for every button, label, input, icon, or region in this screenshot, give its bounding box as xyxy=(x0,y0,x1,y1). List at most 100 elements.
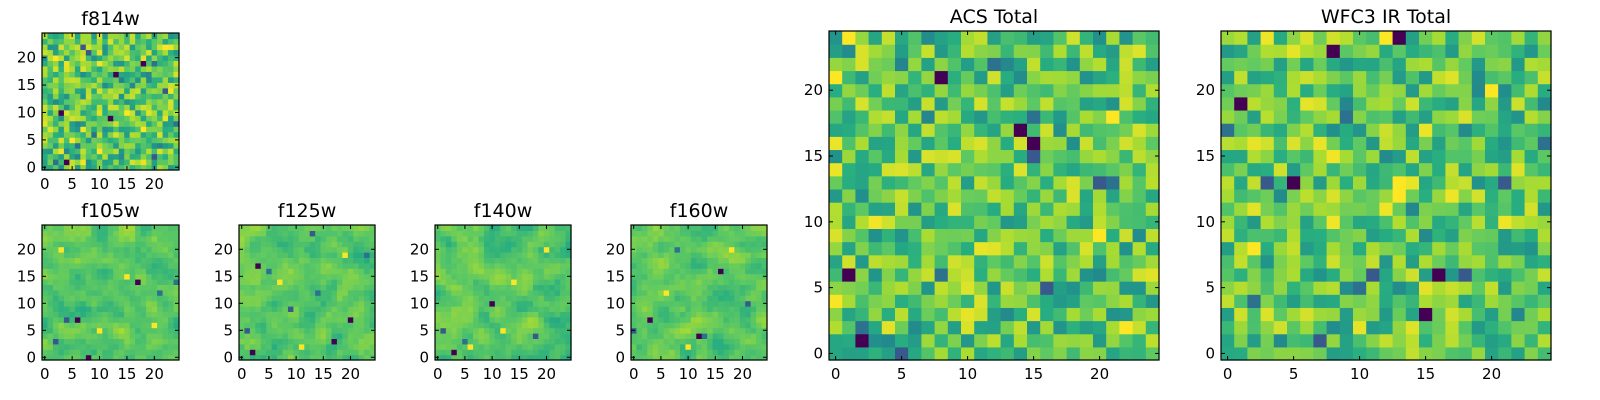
heatmap-cell xyxy=(1392,307,1407,322)
heatmap-cell xyxy=(1471,346,1486,361)
heatmap-cell xyxy=(756,241,763,248)
heatmap-cell xyxy=(723,246,730,253)
heatmap-cell xyxy=(696,252,703,258)
heatmap-cell xyxy=(1079,31,1094,45)
heatmap-cell xyxy=(96,338,103,345)
heatmap-cell xyxy=(249,349,256,356)
heatmap-cell xyxy=(1339,70,1354,85)
heatmap-cell xyxy=(489,343,496,350)
heatmap-cell xyxy=(168,349,175,356)
heatmap-cell xyxy=(1119,109,1134,124)
heatmap-cell xyxy=(74,354,81,361)
heatmap-cell xyxy=(881,254,896,269)
heatmap-cell xyxy=(690,257,697,264)
heatmap-cell xyxy=(1013,96,1028,111)
heatmap-cell xyxy=(1234,320,1248,335)
heatmap-cell xyxy=(1458,281,1473,295)
axes-frame xyxy=(828,30,1160,361)
heatmap-cell xyxy=(157,153,164,160)
heatmap-cell xyxy=(1300,202,1314,216)
heatmap-cell xyxy=(358,338,365,345)
heatmap-cell xyxy=(723,306,730,312)
heatmap-cell xyxy=(1379,44,1394,58)
heatmap-cell xyxy=(987,215,1002,229)
heatmap-cell xyxy=(135,65,142,72)
heatmap-cell xyxy=(293,268,300,275)
heatmap-cell xyxy=(113,257,120,264)
heatmap-cell xyxy=(266,289,273,296)
heatmap-cell xyxy=(135,93,142,100)
heatmap-cell xyxy=(881,83,896,98)
heatmap-cell xyxy=(1079,307,1094,322)
heatmap-cell xyxy=(881,267,896,282)
heatmap-cell xyxy=(516,322,523,329)
heatmap-cell xyxy=(489,338,496,345)
heatmap-cell xyxy=(1405,202,1420,216)
heatmap-cell xyxy=(631,333,638,339)
heatmap-cell xyxy=(260,306,267,312)
heatmap-cell xyxy=(69,120,76,127)
heatmap-cell xyxy=(674,284,681,291)
heatmap-cell xyxy=(745,354,752,361)
heatmap-cell xyxy=(750,349,757,356)
heatmap-cell xyxy=(249,343,256,350)
heatmap-cell xyxy=(842,320,856,335)
heatmap-cell xyxy=(157,333,164,339)
heatmap-cell xyxy=(91,153,98,160)
heatmap-cell xyxy=(42,148,49,155)
heatmap-cell xyxy=(1498,96,1512,111)
heatmap-cell xyxy=(554,273,561,280)
x-tick-label: 5 xyxy=(656,365,666,383)
heatmap-cell xyxy=(173,284,180,291)
heatmap-cell xyxy=(750,343,757,350)
heatmap-cell xyxy=(342,311,349,318)
heatmap-cell xyxy=(52,311,60,318)
heatmap-cell xyxy=(336,300,343,307)
heatmap-cell xyxy=(293,338,300,345)
heatmap-cell xyxy=(80,54,87,61)
heatmap-cell xyxy=(1498,44,1512,58)
heatmap-cell xyxy=(107,322,114,329)
heatmap-cell xyxy=(718,268,725,275)
heatmap-cell xyxy=(855,254,870,269)
heatmap-cell xyxy=(1273,241,1288,256)
heatmap-cell xyxy=(1234,123,1248,137)
heatmap-cell xyxy=(1013,83,1028,98)
heatmap-cell xyxy=(74,289,81,296)
heatmap-cell xyxy=(369,349,376,356)
heatmap-cell xyxy=(96,153,103,160)
heatmap-cell xyxy=(1339,96,1354,111)
heatmap-cell xyxy=(1379,109,1394,124)
heatmap-cell xyxy=(522,333,529,339)
heatmap-cell xyxy=(96,284,103,291)
heatmap-cell xyxy=(1339,31,1354,45)
heatmap-cell xyxy=(921,307,936,322)
heatmap-cell xyxy=(565,284,572,291)
heatmap-cell xyxy=(1300,281,1314,295)
heatmap-cell xyxy=(1537,109,1552,124)
heatmap-cell xyxy=(320,316,327,323)
heatmap-cell xyxy=(532,230,539,237)
heatmap-cell xyxy=(1247,136,1262,151)
heatmap-cell xyxy=(151,343,158,350)
heatmap-cell xyxy=(641,311,648,318)
heatmap-cell xyxy=(527,333,534,339)
y-tick-label: 15 xyxy=(214,267,233,285)
heatmap-cell xyxy=(266,343,273,350)
heatmap-cell xyxy=(353,225,360,231)
heatmap-cell xyxy=(331,295,338,302)
heatmap-cell xyxy=(63,164,70,171)
heatmap-cell xyxy=(282,289,289,296)
heatmap-cell xyxy=(669,273,676,280)
heatmap-cell xyxy=(947,123,962,137)
heatmap-cell xyxy=(462,343,469,350)
heatmap-cell xyxy=(282,295,289,302)
heatmap-cell xyxy=(921,31,936,45)
heatmap-cell xyxy=(47,60,54,67)
heatmap-cell xyxy=(532,284,539,291)
heatmap-cell xyxy=(1300,294,1314,308)
heatmap-cell xyxy=(96,322,103,329)
heatmap-cell xyxy=(140,120,147,127)
heatmap-cell xyxy=(347,316,354,323)
heatmap-cell xyxy=(679,306,686,312)
